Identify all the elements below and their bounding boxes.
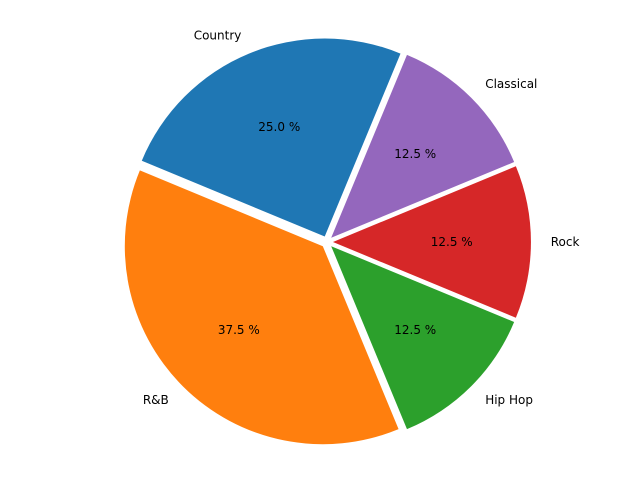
category-label-classical: Classical xyxy=(485,77,537,91)
slice-classical xyxy=(331,54,515,238)
pct-label-rock: 12.5 % xyxy=(431,235,473,249)
slice-country xyxy=(141,38,401,237)
slice-r-b xyxy=(124,170,399,445)
category-label-r-b: R&B xyxy=(143,393,169,407)
slice-rock xyxy=(332,166,531,318)
category-label-rock: Rock xyxy=(551,235,580,249)
slice-hip-hop xyxy=(331,246,515,430)
pct-label-hip-hop: 12.5 % xyxy=(394,323,436,337)
category-label-hip-hop: Hip Hop xyxy=(485,393,533,407)
pct-label-classical: 12.5 % xyxy=(394,147,436,161)
pct-label-country: 25.0 % xyxy=(258,120,300,134)
category-label-country: Country xyxy=(194,28,242,42)
pct-label-r-b: 37.5 % xyxy=(218,323,260,337)
